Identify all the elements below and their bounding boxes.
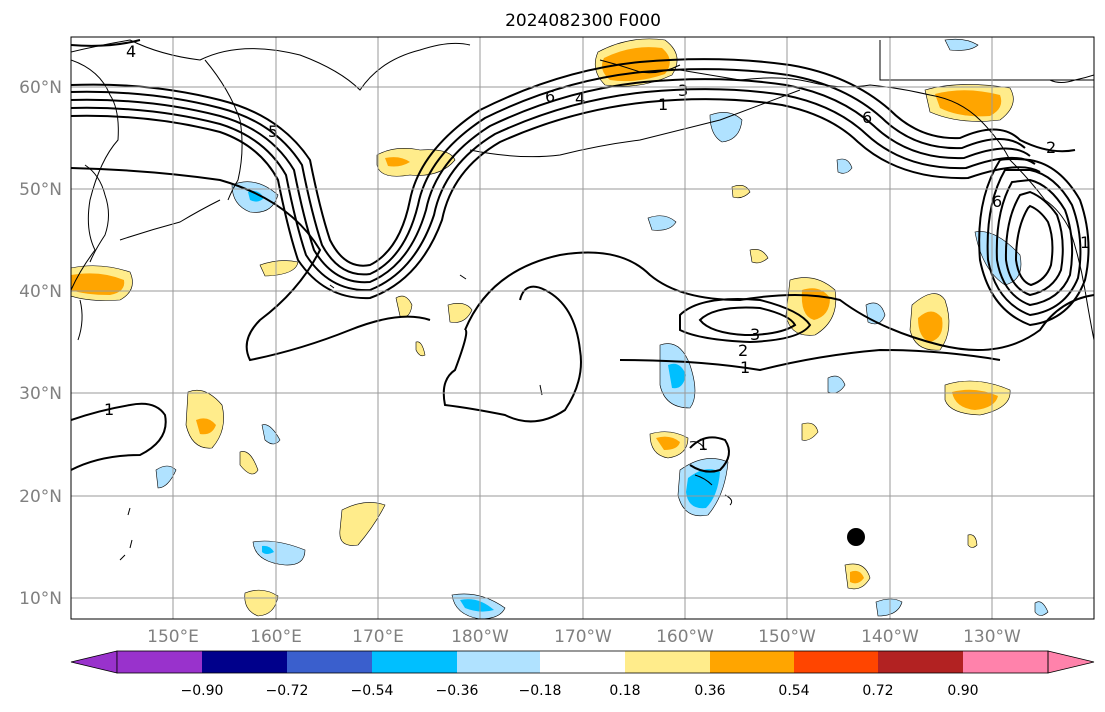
colorbar-tick: 0.72 bbox=[862, 683, 893, 699]
patch-neg-inner bbox=[460, 599, 494, 612]
patch-pos bbox=[749, 249, 769, 264]
lon-labels: 150°E 160°E 170°E 180°W 170°W 160°W 150°… bbox=[147, 627, 1021, 647]
patch-pos bbox=[339, 502, 386, 546]
colorbar-segment bbox=[963, 651, 1048, 673]
colorbar-tick: 0.18 bbox=[609, 683, 640, 699]
colorbar-under bbox=[70, 650, 118, 674]
lat-label: 10°N bbox=[19, 589, 62, 609]
contour-labels: 4 6 4 1 3 5 6 2 6 1 3 2 1 1 1 bbox=[104, 42, 1090, 454]
patch-neg bbox=[155, 465, 177, 489]
patch-neg bbox=[875, 598, 903, 617]
colorbar-segment bbox=[540, 651, 625, 673]
patch-neg-inner bbox=[262, 545, 274, 554]
contour-label: 4 bbox=[126, 42, 136, 61]
contour-label: 6 bbox=[862, 108, 872, 127]
lon-label: 130°W bbox=[963, 627, 1021, 647]
patch-neg bbox=[1034, 601, 1049, 616]
patch-pos-inner bbox=[918, 311, 943, 342]
lat-label: 40°N bbox=[19, 282, 62, 302]
patch-pos bbox=[239, 451, 259, 475]
point-marker bbox=[847, 528, 865, 546]
patch-pos-inner bbox=[952, 389, 998, 410]
patch-pos bbox=[967, 534, 978, 548]
colorbar-tick: −0.18 bbox=[519, 683, 562, 699]
patch-pos-inner bbox=[385, 157, 410, 167]
colorbar-over bbox=[1047, 650, 1095, 674]
colorbar-tick: −0.72 bbox=[266, 683, 309, 699]
lon-label: 170°W bbox=[554, 627, 612, 647]
colorbar-tick: −0.54 bbox=[351, 683, 394, 699]
patch-pos bbox=[259, 260, 299, 277]
lon-label: 140°W bbox=[861, 627, 919, 647]
lon-label: 160°W bbox=[656, 627, 714, 647]
colorbar-frame bbox=[116, 650, 1049, 674]
lat-label: 60°N bbox=[19, 78, 62, 98]
colorbar-tick: 0.90 bbox=[947, 683, 978, 699]
contour-label: 2 bbox=[738, 341, 748, 360]
lon-label: 150°E bbox=[147, 627, 199, 647]
colorbar-segment bbox=[710, 651, 794, 673]
contour-label: 4 bbox=[575, 89, 585, 108]
contour-label: 1 bbox=[104, 400, 114, 419]
colorbar-segment bbox=[625, 651, 710, 673]
lon-label: 180°W bbox=[451, 627, 509, 647]
patch-neg bbox=[944, 38, 979, 51]
contour-label: 1 bbox=[698, 435, 708, 454]
colorbar-tick: 0.36 bbox=[694, 683, 725, 699]
patch-neg bbox=[709, 112, 743, 143]
colorbar-tick: −0.36 bbox=[436, 683, 479, 699]
patch-pos-inner bbox=[935, 90, 1002, 117]
map-title: 2024082300 F000 bbox=[505, 11, 661, 31]
shading-patches bbox=[71, 38, 1049, 619]
colorbar-segment bbox=[457, 651, 540, 673]
patch-neg bbox=[836, 158, 853, 174]
patch-neg-inner bbox=[686, 469, 720, 509]
colorbar-segment bbox=[287, 651, 372, 673]
patch-pos-inner bbox=[71, 273, 125, 295]
contour-label: 6 bbox=[992, 192, 1002, 211]
colorbar-segment bbox=[372, 651, 457, 673]
lat-labels: 60°N 50°N 40°N 30°N 20°N 10°N bbox=[19, 78, 62, 609]
lon-label: 150°W bbox=[758, 627, 816, 647]
contour-label: 6 bbox=[545, 87, 555, 106]
contour-label: 1 bbox=[1080, 233, 1090, 252]
lon-label: 160°E bbox=[250, 627, 302, 647]
lat-label: 50°N bbox=[19, 180, 62, 200]
contour-label: 1 bbox=[658, 95, 668, 114]
lon-label: 170°E bbox=[352, 627, 404, 647]
contour-label: 2 bbox=[1046, 138, 1056, 157]
patch-pos bbox=[447, 303, 473, 323]
patch-pos-inner bbox=[850, 570, 864, 584]
patch-pos bbox=[244, 589, 279, 617]
coastlines bbox=[71, 39, 1094, 561]
patch-neg-inner bbox=[668, 363, 686, 389]
gridlines bbox=[71, 37, 1094, 619]
patch-neg bbox=[647, 215, 677, 231]
colorbar-segment bbox=[878, 651, 963, 673]
colorbar-segment bbox=[117, 651, 202, 673]
lat-label: 30°N bbox=[19, 384, 62, 404]
patch-pos bbox=[731, 185, 751, 199]
patch-pos bbox=[415, 341, 426, 357]
contour-label: 5 bbox=[268, 122, 278, 141]
patch-pos bbox=[376, 148, 456, 177]
colorbar-segment bbox=[202, 651, 287, 673]
contour-label: 1 bbox=[740, 358, 750, 377]
colorbar: −0.90 −0.72 −0.54 −0.36 −0.18 0.18 0.36 … bbox=[70, 650, 1095, 699]
patch-pos-inner bbox=[196, 418, 216, 435]
colorbar-segment bbox=[794, 651, 878, 673]
patch-pos bbox=[801, 422, 819, 441]
patch-pos-inner bbox=[656, 436, 680, 450]
map-frame bbox=[70, 36, 1095, 620]
patch-neg-inner bbox=[248, 190, 264, 202]
colorbar-tick: −0.90 bbox=[181, 683, 224, 699]
contour-label: 3 bbox=[750, 325, 760, 344]
lat-label: 20°N bbox=[19, 487, 62, 507]
colorbar-tick: 0.54 bbox=[778, 683, 809, 699]
contour-label: 3 bbox=[678, 81, 688, 100]
